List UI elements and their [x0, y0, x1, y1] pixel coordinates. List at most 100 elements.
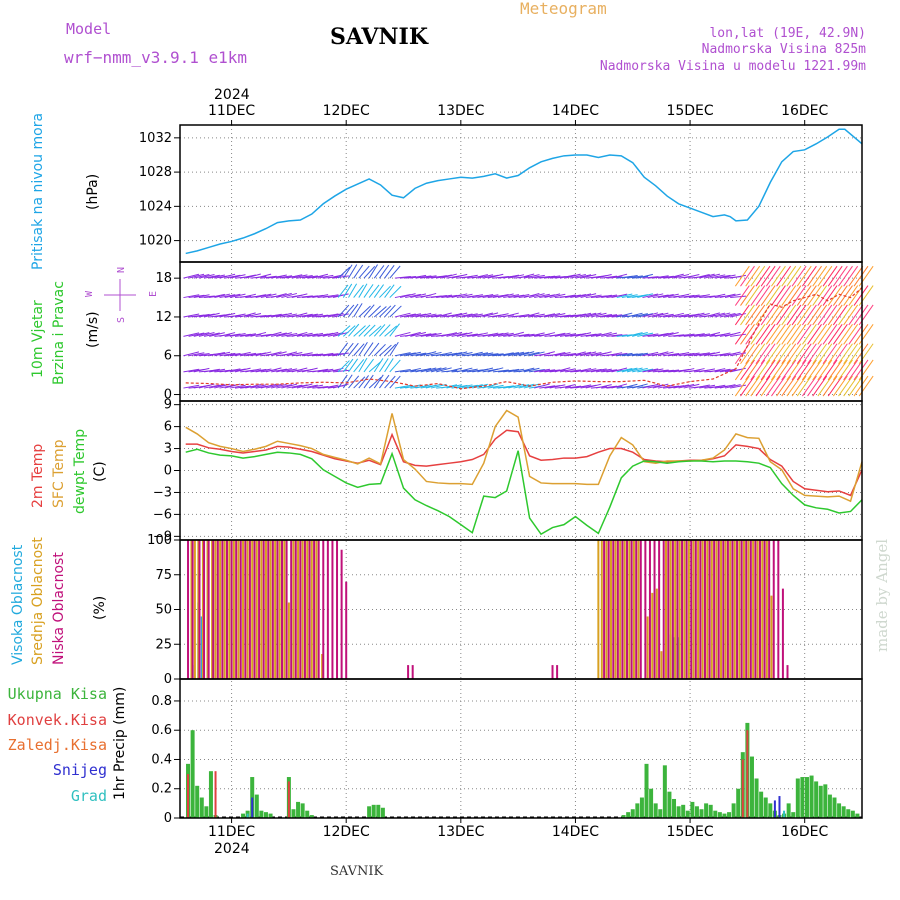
- precip-legend-conv: Konvek.Kisa: [8, 711, 107, 729]
- wind-barb: [492, 332, 509, 337]
- wind-barb: [611, 367, 628, 373]
- wind-barb: [477, 367, 494, 373]
- wind-barb: [765, 285, 781, 306]
- wind-barb: [554, 314, 571, 318]
- pressure-tick-label: 1024: [139, 199, 172, 214]
- wind-barb: [585, 312, 602, 318]
- wind-barb: [250, 331, 267, 337]
- wind-barb: [528, 293, 545, 299]
- wind-barb: [714, 352, 731, 357]
- wind-barb: [379, 344, 392, 357]
- wind-barb: [781, 359, 797, 381]
- wind-barb: [688, 333, 705, 337]
- wind-barb: [791, 324, 807, 345]
- wind-barb: [368, 284, 380, 298]
- wind-barb: [384, 304, 396, 318]
- wind-barb: [838, 304, 853, 326]
- wind-barb: [410, 293, 427, 299]
- wind-barb: [188, 273, 205, 279]
- wind-barb: [296, 383, 313, 389]
- day-label-top: 13DEC: [437, 103, 484, 119]
- day-label-top: 14DEC: [552, 103, 599, 119]
- wind-barb: [240, 274, 256, 279]
- temp-line-1: [185, 409, 863, 503]
- wind-barb: [518, 383, 535, 389]
- wind-barb: [348, 264, 358, 279]
- wind-barb: [647, 312, 664, 318]
- wind-barb: [430, 367, 447, 373]
- wind-barb: [219, 312, 236, 318]
- wind-barb: [843, 304, 859, 326]
- wind-barb: [796, 343, 812, 365]
- wind-barb: [801, 265, 817, 287]
- wind-barb: [580, 273, 597, 279]
- wind-barb: [183, 313, 200, 318]
- wind-barb: [508, 351, 525, 357]
- wind-barb: [342, 342, 354, 357]
- wind-barb: [384, 325, 398, 337]
- wind-barb: [503, 294, 520, 299]
- wind-barb: [276, 292, 292, 299]
- wind-barb: [214, 293, 231, 299]
- wind-barb: [750, 359, 766, 381]
- wind-barb: [832, 304, 848, 326]
- wind-barb: [559, 274, 576, 279]
- wind-barb: [410, 313, 427, 318]
- precip-bar: [621, 815, 626, 818]
- wind-barb: [229, 384, 246, 389]
- wind-barb: [451, 312, 468, 318]
- wind-barb: [642, 293, 659, 299]
- wind-barb: [245, 384, 262, 389]
- precip-tick-label: 0.2: [151, 782, 172, 797]
- wind-barb: [683, 294, 700, 299]
- wind-barb: [796, 285, 812, 306]
- wind-barb: [699, 273, 715, 279]
- wind-barb: [379, 324, 391, 337]
- wind-barb: [688, 312, 705, 318]
- wind-barb: [760, 343, 776, 365]
- precip-bar: [204, 806, 209, 818]
- day-label-top: 12DEC: [323, 103, 370, 119]
- wind-barb: [456, 367, 473, 373]
- precip-bar: [708, 804, 713, 818]
- precip-bar: [746, 730, 749, 818]
- wind-barb: [461, 313, 478, 318]
- wind-barb: [379, 305, 392, 318]
- precip-bar: [783, 810, 786, 818]
- wind-barb: [229, 368, 246, 373]
- wind-barb: [848, 324, 864, 345]
- wind-barb: [595, 368, 612, 373]
- precip-bar: [749, 756, 754, 818]
- wind-barb: [203, 274, 220, 279]
- wind-barb: [327, 332, 344, 337]
- wind-barb: [342, 304, 355, 318]
- wind-barb: [503, 368, 520, 373]
- wind-barb: [281, 368, 298, 373]
- wind-barb: [776, 285, 792, 306]
- wind-barb: [224, 293, 241, 299]
- wind-barb: [260, 293, 277, 299]
- wind-barb: [812, 375, 828, 397]
- wind-barb: [786, 375, 802, 397]
- wind-barb: [193, 367, 210, 373]
- wind-tick-label: 6: [164, 349, 172, 364]
- wind-barb: [734, 375, 750, 397]
- wind-barb: [456, 293, 473, 299]
- wind-barb: [549, 352, 566, 357]
- wind-barb: [368, 361, 382, 373]
- precip-bar: [818, 785, 823, 818]
- wind-barb: [580, 351, 597, 357]
- wind-barb: [451, 293, 468, 299]
- wind-barb: [822, 304, 838, 326]
- wind-barb: [678, 383, 695, 389]
- wind-barb: [791, 265, 807, 287]
- year-label-bottom: 2024: [214, 841, 250, 857]
- precip-bar: [653, 803, 658, 818]
- wind-barb: [776, 265, 792, 287]
- precip-bar: [736, 788, 741, 818]
- wind-barb: [740, 324, 755, 345]
- wind-barb: [523, 292, 540, 299]
- wind-barb: [575, 384, 592, 389]
- precip-bar: [685, 810, 690, 818]
- precip-bar: [717, 812, 722, 818]
